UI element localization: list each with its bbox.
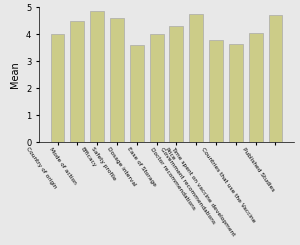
Bar — [249, 33, 262, 142]
Bar — [51, 34, 64, 142]
Bar — [268, 15, 282, 142]
Bar — [189, 14, 203, 142]
Bar — [150, 34, 164, 142]
Bar — [229, 44, 243, 142]
Bar — [130, 45, 144, 142]
Bar — [90, 11, 104, 142]
Bar — [209, 40, 223, 142]
Y-axis label: Mean: Mean — [11, 61, 20, 88]
Bar — [169, 26, 183, 142]
Bar — [70, 21, 84, 142]
Bar — [110, 18, 124, 142]
